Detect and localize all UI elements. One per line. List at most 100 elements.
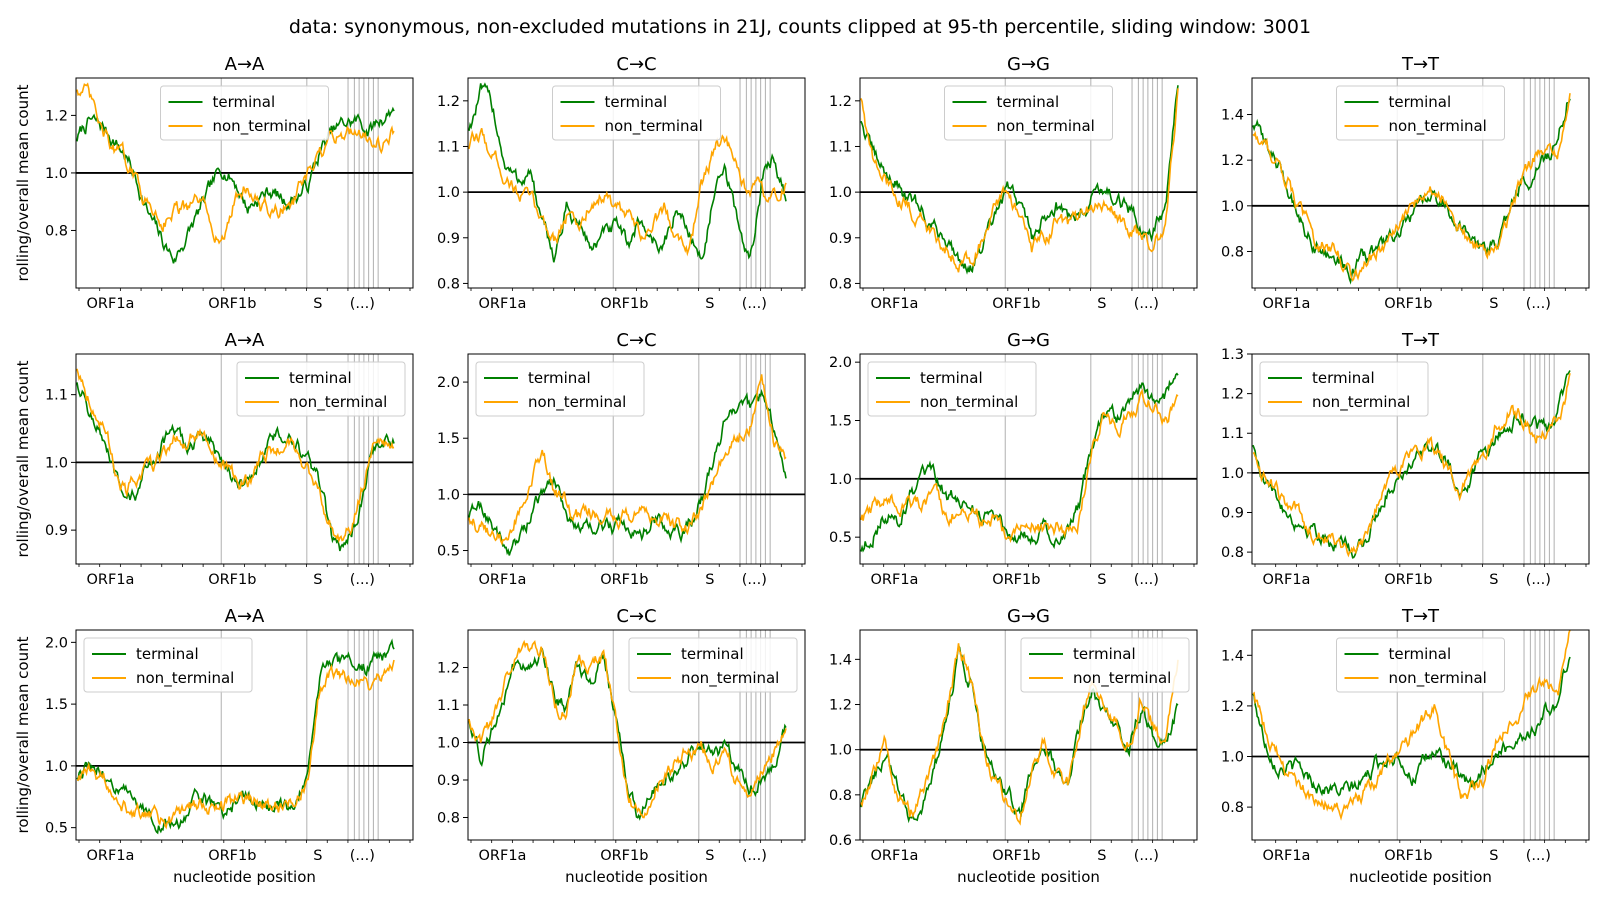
series-line-non_terminal [1252,93,1571,282]
y-tick-label: 0.5 [45,821,68,837]
series-line-non_terminal [76,659,395,830]
legend-label-terminal: terminal [1073,645,1136,663]
x-tick-label: ORF1b [1384,296,1432,312]
y-axis-label: rolling/overall mean count [14,636,32,833]
x-tick-label: ORF1b [1384,572,1432,588]
y-axis-label: rolling/overall mean count [14,360,32,557]
y-tick-label: 1.2 [1221,387,1244,403]
panel-3-4: 0.8 1.0 1.2 1.4 ORF1a ORF1b S (...) T→T terminal n… [1221,606,1590,886]
panel-title: C→C [616,606,656,627]
x-tick-label: ORF1b [600,296,648,312]
x-tick-label: S [1097,572,1106,588]
legend-label-terminal: terminal [528,369,591,387]
y-tick-label: 0.6 [829,833,852,849]
x-tick-label: S [313,572,322,588]
y-tick-label: 1.2 [45,108,68,124]
legend-label-non_terminal: non_terminal [1073,669,1171,688]
panel-title: A→A [225,606,265,627]
panel-2-1: 0.9 1.0 1.1 ORF1a ORF1b S (...) A→A terminal non_… [14,330,414,588]
series-line-terminal [1252,656,1571,797]
y-tick-label: 1.5 [45,697,68,713]
legend-label-non_terminal: non_terminal [1389,669,1487,688]
y-tick-label: 0.8 [1221,545,1244,561]
legend-label-terminal: terminal [289,369,352,387]
x-tick-label: S [705,572,714,588]
panel-1-1: 0.8 1.0 1.2 ORF1a ORF1b S (...) A→A terminal non_… [14,54,414,312]
legend-label-terminal: terminal [997,93,1060,111]
series-line-terminal [76,638,395,835]
series-line-terminal [860,372,1179,553]
y-tick-label: 2.0 [437,375,460,391]
legend: terminal non_terminal [552,85,721,141]
legend-label-non_terminal: non_terminal [528,393,626,412]
y-tick-label: 2.0 [829,355,852,371]
x-tick-label: (...) [350,572,375,588]
panel-title: C→C [616,330,656,351]
panel-title: T→T [1401,54,1440,75]
x-tick-label: S [1489,296,1498,312]
x-tick-label: ORF1a [87,296,135,312]
x-axis-label: nucleotide position [1349,868,1492,886]
legend-label-non_terminal: non_terminal [213,117,311,136]
series-line-terminal [860,644,1179,824]
y-tick-label: 1.2 [829,94,852,110]
panel-title: C→C [616,54,656,75]
series-line-non_terminal [1253,373,1571,558]
x-tick-label: ORF1a [1263,572,1311,588]
legend: terminal non_terminal [867,361,1037,417]
panel-title: A→A [225,330,265,351]
y-tick-label: 0.8 [829,276,852,292]
x-tick-label: ORF1b [208,572,256,588]
y-tick-label: 1.0 [1221,466,1244,482]
legend-label-terminal: terminal [1389,93,1452,111]
legend: terminal non_terminal [628,637,798,693]
legend-label-terminal: terminal [1389,645,1452,663]
series-line-non_terminal [1252,629,1571,821]
y-tick-label: 1.5 [829,414,852,430]
y-tick-label: 1.1 [1221,426,1244,442]
x-tick-label: S [1097,848,1106,864]
legend-label-non_terminal: non_terminal [1312,393,1410,412]
x-tick-label: (...) [350,848,375,864]
series-line-terminal [76,382,395,552]
legend-label-non_terminal: non_terminal [681,669,779,688]
y-tick-label: 1.0 [437,736,460,752]
x-tick-label: ORF1b [208,296,256,312]
y-tick-label: 1.4 [829,652,852,668]
y-tick-label: 1.0 [437,487,460,503]
series-line-terminal [860,85,1179,275]
panel-title: G→G [1007,606,1050,627]
panel-2-3: 0.5 1.0 1.5 2.0 ORF1a ORF1b S (...) G→G terminal n… [829,330,1198,588]
x-axis-label: nucleotide position [957,868,1100,886]
series-line-non_terminal [468,128,787,257]
y-tick-label: 1.1 [829,139,852,155]
panels: 0.8 1.0 1.2 ORF1a ORF1b S (...) A→A terminal non_… [14,54,1590,886]
legend: terminal non_terminal [1259,361,1429,417]
y-tick-label: 0.8 [1221,800,1244,816]
x-tick-label: (...) [742,296,767,312]
y-tick-label: 1.3 [1221,347,1244,363]
panel-1-4: 0.8 1.0 1.2 1.4 ORF1a ORF1b S (...) T→T terminal n… [1221,54,1590,312]
series-line-non_terminal [76,368,395,544]
panel-2-4: 0.8 0.9 1.0 1.1 1.2 1.3 ORF1a ORF1b S (...) T→T ter… [1221,330,1590,588]
x-tick-label: (...) [350,296,375,312]
x-tick-label: S [313,296,322,312]
x-tick-label: (...) [742,572,767,588]
panel-3-3: 0.6 0.8 1.0 1.2 1.4 ORF1a ORF1b S (...) G→G termin… [829,606,1198,886]
panel-1-2: 0.8 0.9 1.0 1.1 1.2 ORF1a ORF1b S (...) C→C termin… [437,54,806,312]
legend-label-terminal: terminal [920,369,983,387]
y-tick-label: 1.1 [437,698,460,714]
y-tick-label: 1.0 [829,743,852,759]
panel-2-2: 0.5 1.0 1.5 2.0 ORF1a ORF1b S (...) C→C terminal n… [437,330,806,588]
y-tick-label: 0.9 [829,231,852,247]
legend-label-non_terminal: non_terminal [920,393,1018,412]
panel-title: G→G [1007,330,1050,351]
y-tick-label: 1.0 [1221,750,1244,766]
y-tick-label: 1.0 [45,759,68,775]
x-tick-label: (...) [1526,296,1551,312]
series-line-terminal [1252,370,1571,559]
y-tick-label: 0.8 [437,276,460,292]
panel-title: T→T [1401,330,1440,351]
series-line-terminal [468,388,787,556]
